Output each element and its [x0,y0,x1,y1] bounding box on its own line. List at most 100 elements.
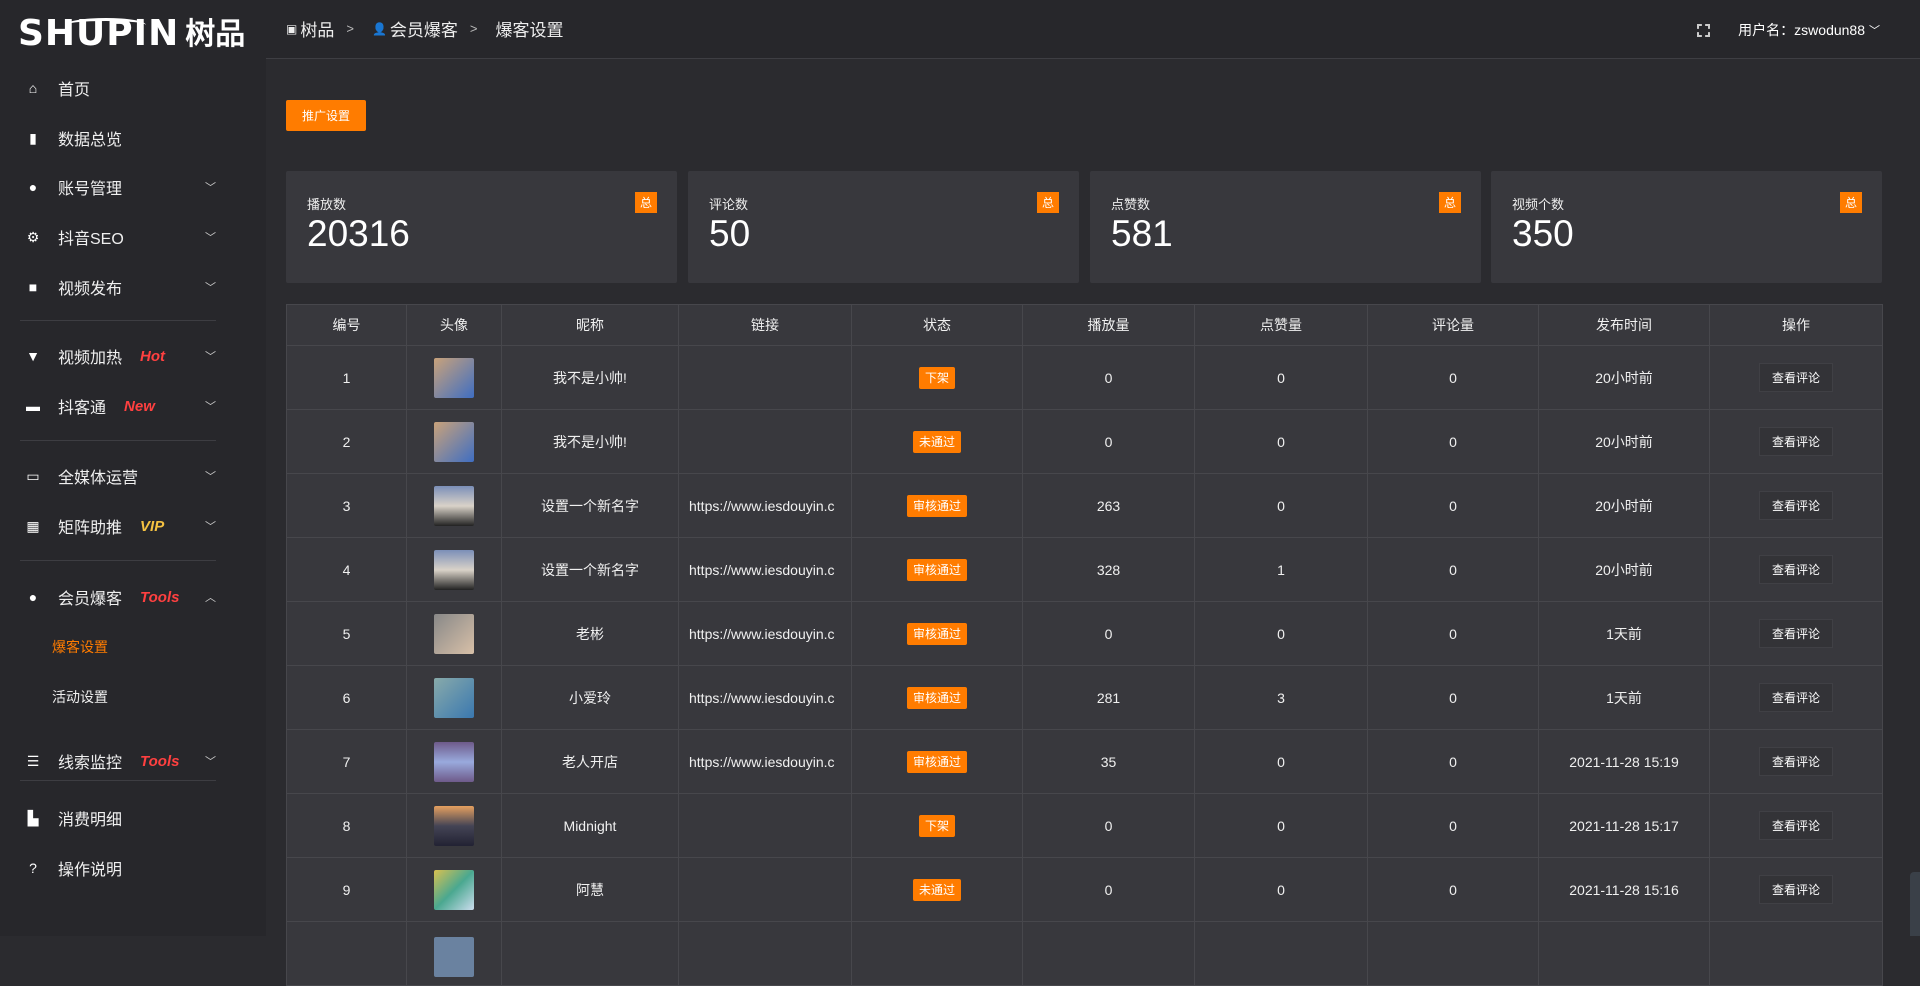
sidebar-item[interactable]: ▭ 全媒体运营 ﹀ [24,459,230,493]
row-id: 5 [286,601,407,666]
chevron-down-icon[interactable]: ﹀ [205,182,216,194]
sidebar-item[interactable]: ⌂ 首页 [24,71,230,105]
chevron-down-icon[interactable]: ﹀ [205,756,216,768]
sidebar-item[interactable]: ⚙ 抖音SEO ﹀ [24,220,230,254]
play-count: 328 [1022,537,1195,602]
sidebar-divider [20,780,216,781]
sidebar-item[interactable]: ▼ 视频加热 Hot ﹀ [24,339,230,373]
avatar[interactable] [434,936,474,977]
status-badge: 审核通过 [906,495,967,517]
floating-widget[interactable] [1910,872,1920,936]
avatar-cell [406,793,502,858]
video-link[interactable]: https://www.iesdouyin.c [678,537,852,602]
view-comments-button[interactable]: 查看评论 [1758,555,1833,584]
chevron-down-icon[interactable]: ﹀ [205,282,216,294]
like-count: 0 [1194,345,1368,410]
sidebar-subitem[interactable]: 爆客设置 [52,639,108,655]
publish-time: 2021-11-28 15:19 [1538,729,1710,794]
sidebar-item-label: 首页 [58,82,91,99]
view-comments-button[interactable]: 查看评论 [1758,427,1833,456]
avatar[interactable] [434,357,474,398]
status-cell: 下架 [851,345,1023,410]
fullscreen-icon[interactable] [1697,23,1711,37]
view-comments-button[interactable]: 查看评论 [1758,619,1833,648]
sidebar-item-label: 消费明细 [58,812,123,829]
chevron-down-icon[interactable]: ﹀ [1869,25,1880,37]
avatar[interactable] [434,869,474,910]
sidebar-item-label: 线索监控 [58,755,123,772]
table-row: 8 Midnight 下架 0 0 0 2021-11-28 15:17 查看评论 [286,793,1883,858]
view-comments-button[interactable]: 查看评论 [1758,363,1833,392]
video-link [678,857,852,922]
video-link[interactable]: https://www.iesdouyin.c [678,729,852,794]
chevron-down-icon[interactable]: ﹀ [205,232,216,244]
avatar[interactable] [434,485,474,526]
row-id: 6 [286,665,407,730]
chevron-down-icon[interactable]: ﹀ [205,401,216,413]
video-link [678,793,852,858]
sidebar-item[interactable]: ▦ 矩阵助推 VIP ﹀ [24,509,230,543]
play-count: 0 [1022,857,1195,922]
nickname: Midnight [501,793,679,858]
avatar[interactable] [434,805,474,846]
sidebar-item[interactable]: ■ 视频发布 ﹀ [24,270,230,304]
avatar[interactable] [434,549,474,590]
avatar[interactable] [434,741,474,782]
video-link[interactable]: https://www.iesdouyin.c [678,473,852,538]
stat-card: 评论数 50 总 [688,171,1079,283]
breadcrumb-item-root[interactable]: 树品 [300,21,335,40]
like-count: 0 [1194,793,1368,858]
action-cell: 查看评论 [1709,345,1883,410]
breadcrumb-item-section[interactable]: 会员爆客 [389,21,458,40]
view-comments-button[interactable]: 查看评论 [1758,875,1833,904]
chevron-down-icon[interactable]: ﹀ [205,471,216,483]
video-link[interactable]: https://www.iesdouyin.c [678,665,852,730]
sidebar-item[interactable]: ☰ 线索监控 Tools ﹀ [24,744,230,778]
stat-value: 50 [709,213,751,254]
stat-label: 评论数 [709,197,749,212]
avatar[interactable] [434,677,474,718]
comment-count [1367,921,1539,986]
sidebar-item[interactable]: ▙ 消费明细 [24,801,230,835]
avatar[interactable] [434,421,474,462]
chevron-up-icon[interactable]: ︿ [205,592,216,604]
breadcrumb-separator: > [346,21,354,36]
sidebar-item-label: 视频发布 [58,281,123,298]
view-comments-button[interactable]: 查看评论 [1758,683,1833,712]
status-badge: 审核通过 [906,559,967,581]
table-row: 7 老人开店 https://www.iesdouyin.c 审核通过 35 0 0 2021… [286,729,1883,794]
avatar[interactable] [434,613,474,654]
action-cell: 查看评论 [1709,473,1883,538]
sidebar-item[interactable]: ▬ 抖客通 New ﹀ [24,389,230,423]
column-header: 评论量 [1367,304,1539,346]
view-comments-button[interactable]: 查看评论 [1758,811,1833,840]
avatar-cell [406,601,502,666]
sidebar-item[interactable]: ? 操作说明 [24,851,230,885]
sidebar-item[interactable]: ● 会员爆客 Tools ︿ [24,580,230,614]
row-id: 2 [286,409,407,474]
status-badge: 审核通过 [906,751,967,773]
play-count: 281 [1022,665,1195,730]
user-menu[interactable]: 用户名：zswodun88 [1738,22,1865,38]
chevron-down-icon[interactable]: ﹀ [205,521,216,533]
action-cell: 查看评论 [1709,537,1883,602]
promo-settings-button[interactable]: 推广设置 [286,100,366,131]
column-header: 头像 [406,304,502,346]
logo: SHUPIN 树品 [18,12,245,52]
sidebar-item-tag: Hot [140,347,166,365]
total-badge: 总 [1839,192,1862,213]
chevron-down-icon[interactable]: ﹀ [205,351,216,363]
stat-value: 581 [1111,213,1173,254]
column-header: 发布时间 [1538,304,1710,346]
sidebar-item-label: 视频加热 [58,350,123,367]
sidebar-subitem[interactable]: 活动设置 [52,689,108,705]
avatar-cell [406,537,502,602]
video-link[interactable]: https://www.iesdouyin.c [678,601,852,666]
view-comments-button[interactable]: 查看评论 [1758,747,1833,776]
sidebar-item[interactable]: ● 账号管理 ﹀ [24,170,230,204]
view-comments-button[interactable]: 查看评论 [1758,491,1833,520]
status-cell: 审核通过 [851,665,1023,730]
avatar-cell [406,409,502,474]
avatar-cell [406,665,502,730]
sidebar-item[interactable]: ▮ 数据总览 [24,121,230,155]
